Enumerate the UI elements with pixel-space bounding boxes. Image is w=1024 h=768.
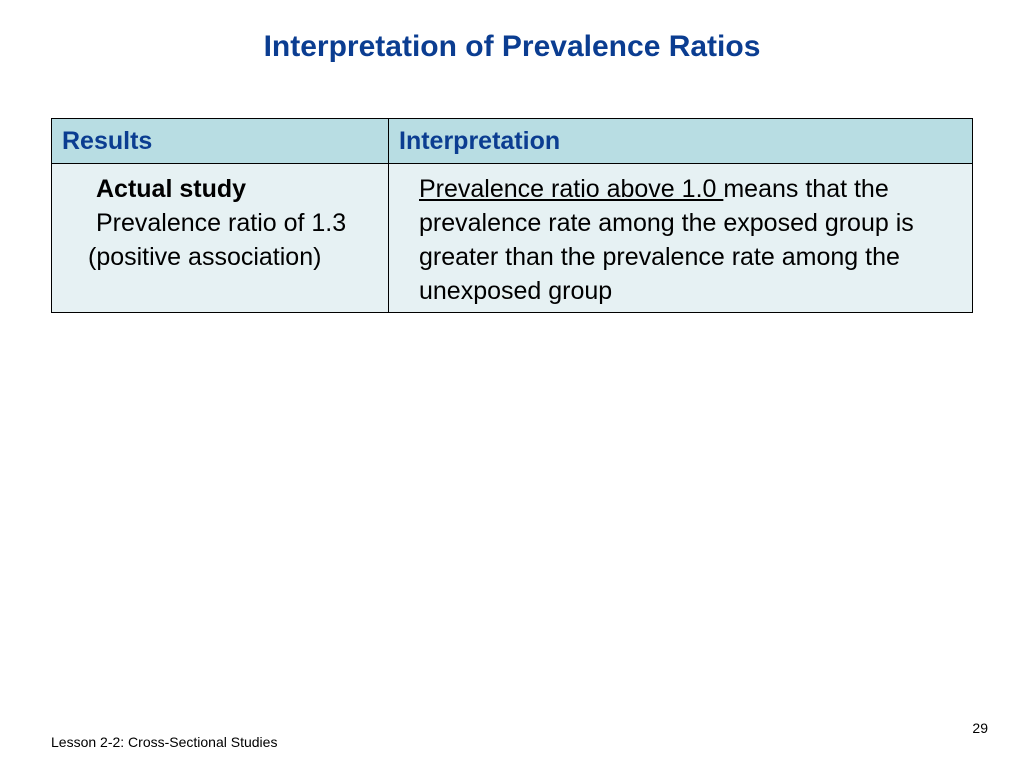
header-interpretation: Interpretation [388,118,973,164]
table-row: Actual study Prevalence ratio of 1.3 (po… [51,163,973,313]
table-header-row: Results Interpretation [51,118,973,164]
results-table: Results Interpretation Actual study Prev… [51,118,973,313]
slide-title: Interpretation of Prevalence Ratios [263,30,761,63]
footer-text: Lesson 2-2: Cross-Sectional Studies [51,734,278,750]
interpretation-text: means that the prevalence rate among the… [419,175,914,305]
result-label: Actual study [96,175,247,203]
result-text: Prevalence ratio of 1.3 (positive associ… [88,209,347,271]
interpretation-underlined-text: Prevalence ratio above 1.0 [419,175,724,203]
result-cell: Actual study Prevalence ratio of 1.3 (po… [51,163,389,313]
header-results: Results [51,118,389,164]
slide-number: 29 [972,720,988,736]
interpretation-cell: Prevalence ratio above 1.0 means that th… [388,163,973,313]
